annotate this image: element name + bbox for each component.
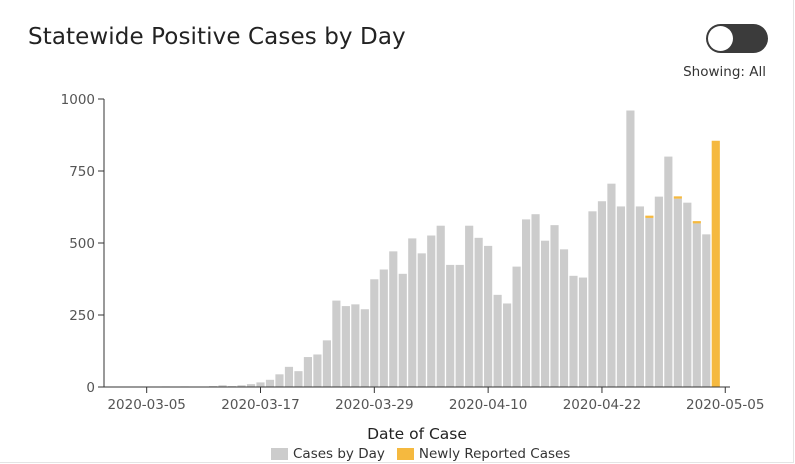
- bar-cases-2020-04-09[interactable]: [474, 237, 483, 387]
- x-tick-label-2020-03-29: 2020-03-29: [335, 397, 413, 413]
- bar-cases-2020-03-20[interactable]: [284, 366, 294, 387]
- bar-newly-reported-2020-04-30[interactable]: [673, 196, 682, 199]
- bar-cases-2020-03-25[interactable]: [332, 300, 341, 387]
- x-tick-label-2020-05-05: 2020-05-05: [686, 397, 764, 413]
- bar-cases-2020-04-22[interactable]: [597, 201, 607, 387]
- bar-cases-2020-03-18[interactable]: [265, 379, 275, 387]
- y-tick-label-250: 250: [69, 308, 95, 324]
- legend-swatch-cases: [271, 448, 288, 460]
- bar-cases-2020-04-16[interactable]: [540, 240, 550, 387]
- bar-cases-2020-03-19[interactable]: [275, 374, 284, 387]
- bar-cases-2020-05-03[interactable]: [702, 234, 711, 387]
- bar-cases-2020-04-14[interactable]: [521, 219, 531, 387]
- bar-cases-2020-04-12[interactable]: [503, 303, 512, 387]
- bar-cases-2020-04-03[interactable]: [417, 253, 426, 387]
- toggle-knob: [708, 26, 733, 51]
- bar-cases-2020-04-29[interactable]: [664, 156, 673, 387]
- bar-cases-2020-04-02[interactable]: [408, 238, 417, 387]
- bar-cases-2020-05-01[interactable]: [683, 202, 692, 387]
- bar-cases-2020-04-27[interactable]: [645, 217, 654, 387]
- bar-cases-2020-03-21[interactable]: [294, 371, 303, 387]
- bar-cases-2020-04-05[interactable]: [436, 225, 445, 387]
- y-tick-label-500: 500: [69, 236, 95, 252]
- bar-cases-2020-04-08[interactable]: [465, 225, 474, 387]
- bar-cases-2020-03-13[interactable]: [218, 385, 227, 387]
- bar-cases-2020-04-23[interactable]: [607, 183, 616, 387]
- bar-cases-2020-03-24[interactable]: [322, 340, 331, 387]
- bar-cases-2020-03-17[interactable]: [256, 382, 265, 387]
- bar-cases-2020-04-01[interactable]: [398, 273, 407, 387]
- legend-swatch-newly-reported: [396, 448, 414, 460]
- bar-cases-2020-04-21[interactable]: [588, 211, 597, 387]
- legend-item-cases[interactable]: Cases by Day: [271, 446, 385, 462]
- legend: Cases by Day Newly Reported Cases: [271, 446, 570, 462]
- bar-newly-reported-2020-04-27[interactable]: [645, 215, 654, 218]
- view-toggle[interactable]: [706, 24, 768, 53]
- bar-cases-2020-03-22[interactable]: [303, 357, 313, 387]
- bar-cases-2020-04-06[interactable]: [446, 264, 455, 387]
- bar-cases-2020-04-11[interactable]: [493, 294, 502, 387]
- bar-newly-reported-2020-05-02[interactable]: [692, 221, 701, 224]
- bar-cases-2020-03-27[interactable]: [351, 304, 360, 387]
- y-tick-label-1000: 1000: [61, 92, 95, 108]
- bar-cases-2020-04-26[interactable]: [635, 206, 644, 387]
- bar-cases-2020-04-30[interactable]: [673, 198, 682, 387]
- y-tick-label-750: 750: [69, 164, 95, 180]
- bar-cases-2020-04-04[interactable]: [427, 235, 436, 387]
- bar-cases-2020-03-15[interactable]: [237, 385, 246, 387]
- x-axis: 2020-03-05 2020-03-17 2020-03-29 2020-04-10…: [104, 386, 764, 413]
- bar-cases-2020-04-24[interactable]: [616, 206, 626, 387]
- bar-cases-2020-04-18[interactable]: [559, 249, 569, 387]
- bar-cases-2020-03-16[interactable]: [246, 384, 256, 387]
- legend-item-newly-reported[interactable]: Newly Reported Cases: [396, 446, 571, 462]
- x-tick-label-2020-04-10: 2020-04-10: [449, 397, 527, 413]
- legend-label-cases: Cases by Day: [293, 446, 385, 462]
- chart-title: Statewide Positive Cases by Day: [28, 24, 406, 50]
- bar-cases-2020-04-17[interactable]: [550, 225, 559, 387]
- x-tick-label-2020-03-17: 2020-03-17: [221, 397, 299, 413]
- showing-label: Showing: All: [683, 64, 766, 80]
- bar-cases-2020-04-20[interactable]: [578, 277, 588, 387]
- bars-group: [142, 110, 720, 388]
- bar-cases-2020-04-25[interactable]: [626, 110, 635, 388]
- bar-cases-2020-04-13[interactable]: [512, 266, 521, 387]
- bar-cases-2020-04-15[interactable]: [531, 214, 540, 387]
- x-tick-label-2020-03-05: 2020-03-05: [107, 397, 185, 413]
- bar-cases-2020-05-02[interactable]: [692, 223, 701, 387]
- bar-cases-2020-03-30[interactable]: [379, 269, 388, 387]
- y-tick-label-0: 0: [86, 380, 95, 396]
- bar-cases-2020-04-19[interactable]: [569, 275, 578, 387]
- legend-label-newly-reported: Newly Reported Cases: [418, 446, 571, 462]
- bar-cases-2020-04-28[interactable]: [654, 196, 663, 387]
- bar-cases-2020-04-10[interactable]: [484, 245, 493, 387]
- bar-cases-2020-03-23[interactable]: [313, 354, 322, 387]
- y-axis: 0 250 500 750 1000: [61, 92, 105, 396]
- bar-cases-2020-03-28[interactable]: [360, 309, 369, 387]
- bar-cases-2020-03-26[interactable]: [341, 306, 350, 387]
- x-axis-label: Date of Case: [367, 425, 467, 443]
- bar-cases-2020-03-29[interactable]: [370, 279, 379, 387]
- bar-cases-2020-03-31[interactable]: [389, 251, 398, 387]
- x-tick-label-2020-04-22: 2020-04-22: [563, 397, 641, 413]
- bar-cases-2020-04-07[interactable]: [455, 264, 464, 387]
- bar-newly-reported-2020-05-04[interactable]: [711, 140, 720, 387]
